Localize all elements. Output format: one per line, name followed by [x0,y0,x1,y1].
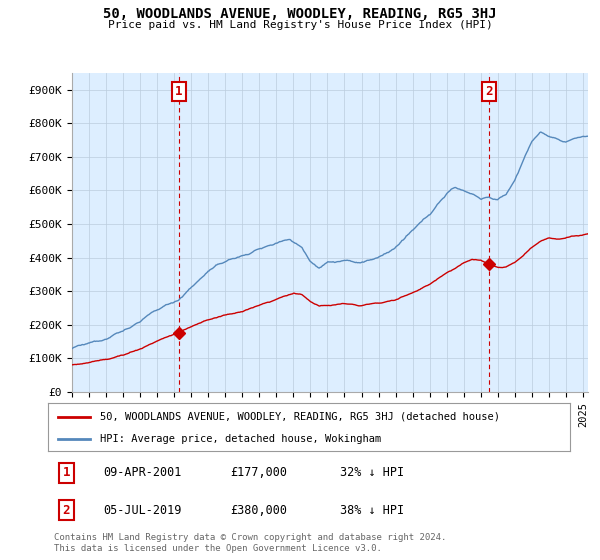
Text: £177,000: £177,000 [230,466,288,479]
Text: 2: 2 [62,504,70,517]
Text: 38% ↓ HPI: 38% ↓ HPI [340,504,404,517]
Text: 32% ↓ HPI: 32% ↓ HPI [340,466,404,479]
Text: 2: 2 [485,85,493,98]
Text: 05-JUL-2019: 05-JUL-2019 [103,504,181,517]
Text: 1: 1 [175,85,182,98]
Text: 1: 1 [62,466,70,479]
Text: 50, WOODLANDS AVENUE, WOODLEY, READING, RG5 3HJ (detached house): 50, WOODLANDS AVENUE, WOODLEY, READING, … [100,412,500,422]
Text: £380,000: £380,000 [230,504,288,517]
Text: HPI: Average price, detached house, Wokingham: HPI: Average price, detached house, Woki… [100,434,382,444]
Text: Contains HM Land Registry data © Crown copyright and database right 2024.
This d: Contains HM Land Registry data © Crown c… [54,533,446,553]
Text: 50, WOODLANDS AVENUE, WOODLEY, READING, RG5 3HJ: 50, WOODLANDS AVENUE, WOODLEY, READING, … [103,7,497,21]
Text: 09-APR-2001: 09-APR-2001 [103,466,181,479]
Text: Price paid vs. HM Land Registry's House Price Index (HPI): Price paid vs. HM Land Registry's House … [107,20,493,30]
